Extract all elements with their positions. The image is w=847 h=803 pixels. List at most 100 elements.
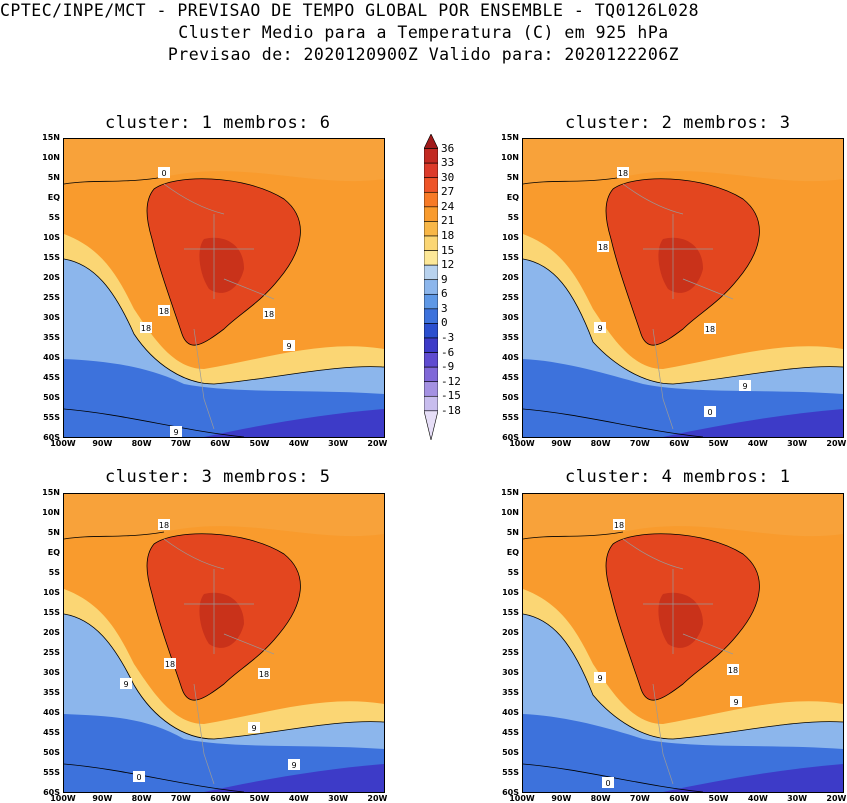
contour-0 xyxy=(64,763,245,792)
north-warm-region xyxy=(64,139,384,184)
contour-label: 18 xyxy=(158,305,170,316)
svg-text:9: 9 xyxy=(123,680,128,689)
contour-0 xyxy=(64,408,245,437)
lon-tick-label: 50W xyxy=(708,439,729,448)
colorbar-swatch xyxy=(423,264,439,281)
colorbar-label: -9 xyxy=(441,360,455,374)
contour-label: 18 xyxy=(258,668,270,679)
svg-text:18: 18 xyxy=(728,666,738,675)
colorbar-swatch xyxy=(423,279,439,295)
svg-text:9: 9 xyxy=(597,324,602,333)
contour-label: 18 xyxy=(158,519,170,530)
lon-tick-label: 50W xyxy=(249,794,270,803)
colorbar-swatch xyxy=(423,308,439,324)
lat-tick-label: 40S xyxy=(502,353,519,362)
panel-2-title: cluster: 2 membros: 3 xyxy=(565,113,791,133)
temperature-field-svg: 18 18 18 9 9 9 0 xyxy=(64,494,384,792)
svg-text:9: 9 xyxy=(291,761,296,770)
lat-tick-label: EQ xyxy=(47,548,60,557)
title-line-3: Previsao de: 2020120900Z Valido para: 20… xyxy=(167,45,680,64)
lat-tick-label: 30S xyxy=(502,313,519,322)
svg-text:18: 18 xyxy=(165,660,175,669)
lat-tick-label: 20S xyxy=(43,273,60,282)
colorbar-swatch xyxy=(423,250,439,266)
lon-tick-label: 80W xyxy=(590,794,611,803)
colorbar-swatch xyxy=(423,395,439,412)
colorbar-swatch xyxy=(423,366,439,383)
lat-tick-label: 20S xyxy=(502,273,519,282)
lat-tick-label: 60S xyxy=(43,433,60,442)
colorbar-swatch xyxy=(423,337,439,353)
lat-tick-label: 60S xyxy=(502,788,519,797)
lon-tick-label: 100W xyxy=(50,439,76,448)
lon-tick-label: 20W xyxy=(826,439,847,448)
colorbar-swatch xyxy=(423,235,439,251)
lat-tick-label: 35S xyxy=(502,333,519,342)
contour-9 xyxy=(64,613,384,740)
colorbar-bottom-arrow xyxy=(423,410,439,441)
svg-text:9: 9 xyxy=(733,698,738,707)
lon-tick-label: 40W xyxy=(747,439,768,448)
svg-text:18: 18 xyxy=(141,324,151,333)
colorbar-label: 0 xyxy=(441,316,448,330)
contour-label: 9 xyxy=(170,426,182,437)
svg-text:18: 18 xyxy=(264,310,274,319)
lon-tick-label: 30W xyxy=(787,794,808,803)
lon-tick-label: 60W xyxy=(210,439,231,448)
panel-3-map: 18 18 18 9 9 9 0 xyxy=(63,493,385,793)
contour-label: 9 xyxy=(594,672,606,683)
lat-tick-label: 60S xyxy=(43,788,60,797)
panel-1-map: 18181818990 xyxy=(63,138,385,438)
lat-tick-label: 10N xyxy=(501,153,519,162)
lon-tick-label: 60W xyxy=(669,439,690,448)
colorbar-label: 6 xyxy=(441,287,448,301)
lon-tick-label: 40W xyxy=(288,439,309,448)
contour-label: 18 xyxy=(597,241,609,252)
svg-text:9: 9 xyxy=(173,428,178,437)
lat-tick-label: 10N xyxy=(501,508,519,517)
contour-label: 9 xyxy=(730,696,742,707)
lat-tick-label: 60S xyxy=(502,433,519,442)
colorbar-label: 12 xyxy=(441,258,455,272)
lat-tick-label: 10S xyxy=(502,588,519,597)
lat-tick-label: 5N xyxy=(47,173,60,182)
colorbar-label: -6 xyxy=(441,345,455,359)
lat-tick-label: 45S xyxy=(43,373,60,382)
lat-tick-label: 25S xyxy=(502,648,519,657)
title-line-1: CPTEC/INPE/MCT - PREVISAO DE TEMPO GLOBA… xyxy=(0,1,700,20)
contour-label: 0 xyxy=(133,771,145,782)
very-hot-core xyxy=(199,237,244,293)
lat-tick-label: 10S xyxy=(43,588,60,597)
lon-tick-label: 100W xyxy=(509,439,535,448)
lon-tick-label: 60W xyxy=(210,794,231,803)
borders xyxy=(622,183,734,430)
lat-tick-label: 40S xyxy=(43,708,60,717)
svg-text:18: 18 xyxy=(618,169,628,178)
borders xyxy=(622,538,734,785)
lat-tick-label: 5S xyxy=(507,568,519,577)
lat-tick-label: 5N xyxy=(506,173,519,182)
cold-region xyxy=(523,714,843,792)
contour-label: 9 xyxy=(248,722,260,733)
svg-text:18: 18 xyxy=(159,521,169,530)
borders xyxy=(163,538,275,785)
temperature-field-svg: 18 18 9 9 0 xyxy=(523,494,843,792)
figure-title: CPTEC/INPE/MCT - PREVISAO DE TEMPO GLOBA… xyxy=(0,0,847,66)
colorbar-label: 15 xyxy=(441,243,455,257)
lat-tick-label: 55S xyxy=(43,768,60,777)
contour-9 xyxy=(64,258,384,385)
lat-tick-label: 45S xyxy=(43,728,60,737)
colorbar-top-arrow xyxy=(423,133,439,149)
lat-tick-label: 35S xyxy=(43,333,60,342)
lat-tick-label: EQ xyxy=(506,548,519,557)
lat-tick-label: 55S xyxy=(502,768,519,777)
very-cold-region xyxy=(204,409,384,437)
lat-tick-label: 15S xyxy=(502,253,519,262)
lat-tick-label: 5N xyxy=(506,528,519,537)
contour-label: 0 xyxy=(158,167,170,178)
contour-18-north xyxy=(64,176,165,185)
lon-tick-label: 70W xyxy=(170,794,191,803)
lat-tick-label: 55S xyxy=(502,413,519,422)
lon-tick-label: 30W xyxy=(328,439,349,448)
lon-tick-label: 90W xyxy=(92,794,113,803)
